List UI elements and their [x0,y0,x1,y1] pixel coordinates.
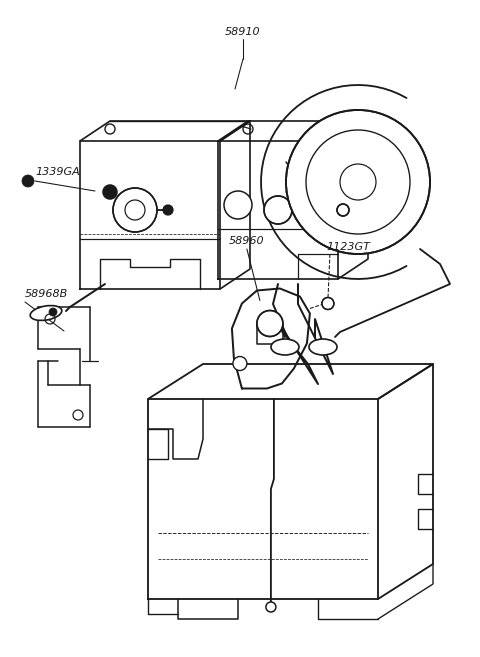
Circle shape [257,311,283,336]
Ellipse shape [30,306,62,321]
Circle shape [337,204,349,216]
Circle shape [266,602,276,612]
Text: 58960: 58960 [229,236,264,246]
Circle shape [163,205,173,215]
Circle shape [22,175,34,187]
Text: 58910: 58910 [225,27,261,37]
Circle shape [264,196,292,224]
Ellipse shape [309,339,337,355]
Text: 58968B: 58968B [25,289,68,299]
Circle shape [113,188,157,232]
Circle shape [224,191,252,219]
Circle shape [286,110,430,254]
Circle shape [103,185,117,199]
Circle shape [49,308,57,316]
Circle shape [233,357,247,371]
Text: 1339GA: 1339GA [35,167,80,177]
Circle shape [322,298,334,309]
Ellipse shape [271,339,299,355]
Text: 1123GT: 1123GT [327,242,371,252]
